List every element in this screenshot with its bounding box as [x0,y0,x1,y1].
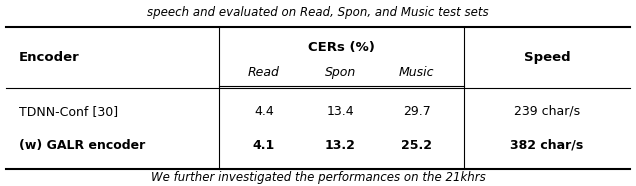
Text: CERs (%): CERs (%) [308,41,375,54]
Text: 13.2: 13.2 [325,139,356,152]
Text: Read: Read [248,66,280,79]
Text: 29.7: 29.7 [403,105,431,118]
Text: 4.1: 4.1 [253,139,275,152]
Text: Spon: Spon [324,66,356,79]
Text: Music: Music [399,66,434,79]
Text: Encoder: Encoder [19,51,80,64]
Text: 239 char/s: 239 char/s [514,105,580,118]
Text: We further investigated the performances on the 21khrs: We further investigated the performances… [151,171,485,184]
Text: Speed: Speed [523,51,570,64]
Text: (w) GALR encoder: (w) GALR encoder [19,139,146,152]
Text: 13.4: 13.4 [326,105,354,118]
Text: 382 char/s: 382 char/s [510,139,584,152]
Text: 25.2: 25.2 [401,139,432,152]
Text: TDNN-Conf [30]: TDNN-Conf [30] [19,105,118,118]
Text: speech and evaluated on Read, Spon, and Music test sets: speech and evaluated on Read, Spon, and … [147,6,489,19]
Text: 4.4: 4.4 [254,105,274,118]
